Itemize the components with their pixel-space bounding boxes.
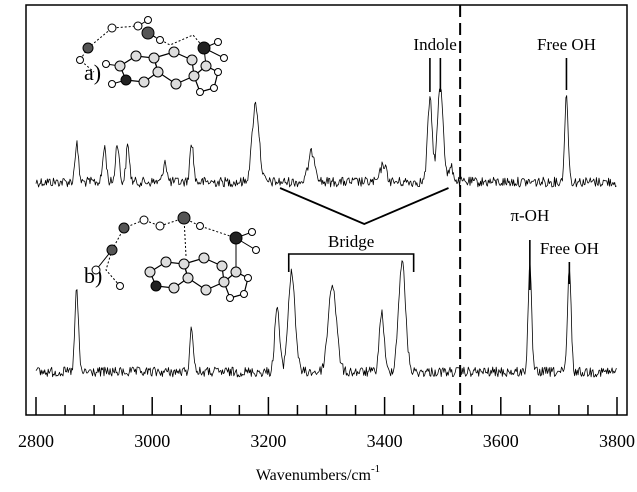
spectrum-trace-a (35, 87, 617, 188)
bridge-link-lines (279, 187, 449, 225)
x-tick-label: 3200 (250, 431, 286, 451)
bridge-bracket (287, 253, 415, 272)
indole-label: Indole (413, 35, 456, 54)
x-axis-ticks: 2800 3000 3200 3400 3600 3800 (18, 397, 635, 451)
spectrum-trace-b (35, 260, 617, 378)
molecule-structure-a (76, 16, 228, 96)
x-tick-label: 3600 (483, 431, 519, 451)
x-tick-label: 3800 (599, 431, 635, 451)
x-tick-label: 3400 (367, 431, 403, 451)
molecule-structure-b (91, 211, 260, 302)
x-axis-title: Wavenumbers/cm-1 (256, 463, 380, 484)
bridge-label: Bridge (328, 232, 374, 251)
free-oh-b-label: Free OH (540, 239, 599, 258)
free-oh-a-label: Free OH (537, 35, 596, 54)
trace-label-a: a) (84, 60, 101, 85)
x-axis-title-main: Wavenumbers/cm (256, 467, 372, 484)
x-tick-label: 2800 (18, 431, 54, 451)
x-tick-label: 3000 (134, 431, 170, 451)
x-axis-title-superscript: -1 (371, 463, 380, 475)
pi-oh-label: π-OH (510, 206, 549, 225)
